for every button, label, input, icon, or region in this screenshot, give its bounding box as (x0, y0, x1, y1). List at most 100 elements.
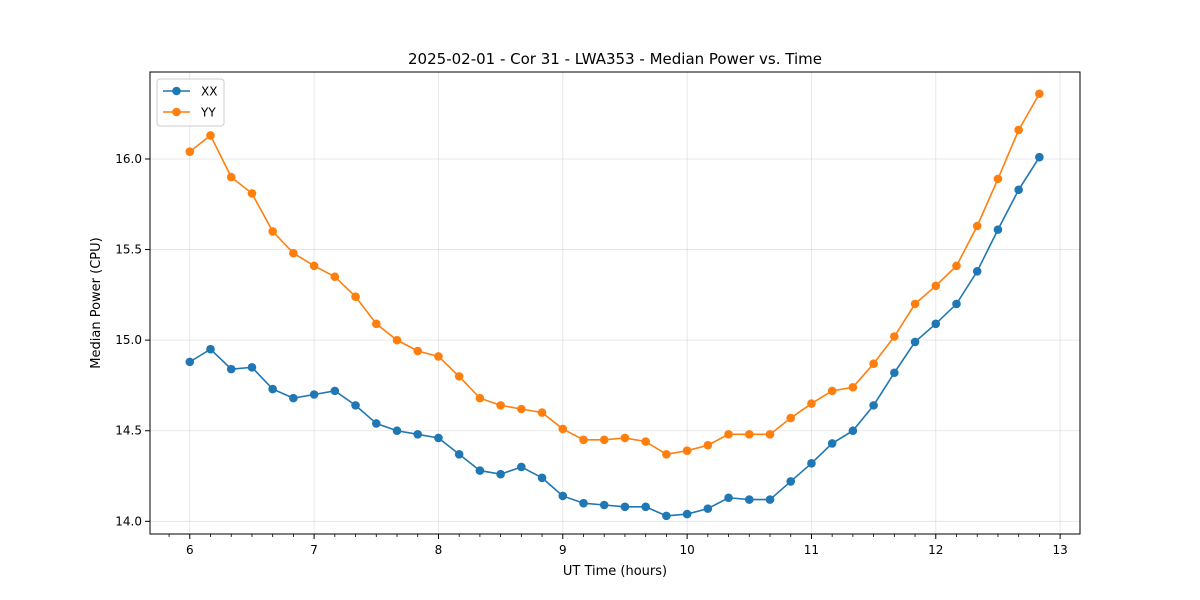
data-point-yy (413, 346, 423, 356)
legend-label-yy: YY (200, 106, 216, 120)
data-point-xx (703, 504, 713, 513)
x-axis-label: UT Time (hours) (563, 564, 667, 579)
data-point-xx (1035, 152, 1044, 162)
data-point-xx (682, 509, 692, 519)
data-point-yy (517, 404, 526, 414)
data-point-xx (972, 266, 982, 276)
data-point-yy (910, 299, 920, 309)
data-point-yy (1014, 125, 1023, 135)
data-point-xx (268, 384, 277, 394)
data-point-yy (434, 352, 443, 361)
data-point-yy (620, 433, 630, 443)
data-point-xx (807, 459, 816, 468)
data-point-xx (786, 477, 796, 486)
legend-marker-xx (172, 86, 181, 96)
y-tick-label: 15.0 (115, 333, 142, 347)
data-point-xx (641, 502, 650, 512)
data-point-xx (185, 357, 195, 367)
data-point-xx (392, 426, 402, 436)
data-point-xx (558, 491, 568, 501)
data-point-xx (993, 225, 1003, 234)
y-axis-label: Median Power (CPU) (89, 237, 104, 368)
data-point-xx (952, 299, 961, 309)
legend-label-xx: XX (201, 85, 217, 99)
data-point-xx (309, 390, 319, 399)
data-point-yy (475, 393, 485, 403)
data-point-yy (599, 435, 609, 445)
legend: XX YY (156, 78, 225, 127)
data-point-yy (890, 332, 899, 341)
data-point-yy (869, 359, 878, 368)
data-point-yy (724, 430, 733, 439)
data-point-xx (931, 319, 941, 329)
data-point-xx (454, 449, 464, 459)
data-point-xx (890, 368, 899, 378)
data-point-xx (724, 493, 733, 503)
data-point-yy (662, 449, 671, 459)
data-point-yy (972, 221, 982, 231)
y-tick-label: 14.5 (115, 424, 142, 438)
data-point-yy (289, 248, 298, 258)
data-point-yy (226, 172, 236, 182)
y-tick-label: 14.0 (115, 514, 142, 528)
data-point-yy (786, 413, 796, 423)
x-tick-label: 7 (310, 543, 318, 557)
data-point-yy (703, 440, 713, 450)
data-point-xx (537, 473, 547, 483)
data-point-xx (848, 426, 858, 436)
data-point-yy (744, 430, 754, 439)
data-point-yy (268, 227, 277, 236)
x-tick-label: 6 (186, 543, 194, 557)
data-point-yy (185, 147, 195, 157)
data-point-xx (869, 401, 878, 410)
x-tick-label: 9 (559, 543, 567, 557)
data-point-yy (371, 319, 381, 329)
data-point-yy (392, 335, 402, 345)
series (185, 89, 1044, 521)
legend-marker-yy (172, 107, 181, 117)
x-tick-label: 11 (804, 543, 819, 557)
data-point-xx (827, 439, 837, 448)
data-point-xx (226, 364, 236, 374)
data-point-xx (910, 337, 920, 347)
data-point-yy (206, 131, 215, 140)
data-point-yy (765, 430, 775, 439)
data-point-yy (579, 435, 588, 445)
data-point-xx (247, 363, 257, 372)
data-point-yy (807, 399, 816, 408)
data-point-xx (496, 469, 505, 479)
data-point-yy (682, 446, 692, 455)
data-point-xx (517, 462, 526, 472)
data-point-yy (931, 281, 941, 291)
data-point-xx (744, 495, 754, 504)
data-point-xx (765, 495, 775, 504)
data-point-yy (330, 272, 340, 282)
plot-frame (149, 71, 1081, 535)
grid (150, 72, 1080, 534)
x-tick-label: 13 (1052, 543, 1067, 557)
data-point-yy (993, 174, 1003, 184)
data-point-xx (620, 502, 630, 512)
data-point-xx (371, 419, 381, 428)
data-point-yy (309, 261, 319, 271)
data-point-yy (351, 292, 360, 301)
data-point-yy (454, 372, 464, 381)
data-point-yy (952, 261, 961, 271)
data-point-yy (1035, 89, 1044, 99)
x-tick-label: 8 (435, 543, 443, 557)
data-point-xx (475, 466, 485, 475)
x-tick-label: 10 (679, 543, 694, 557)
data-point-yy (496, 401, 505, 410)
data-point-yy (848, 382, 858, 392)
data-point-yy (827, 386, 837, 396)
axes: 6 7 8 9 10 11 12 13 14.0 14.5 15.0 15.5 16.0 (115, 152, 1067, 557)
data-point-xx (206, 344, 215, 354)
data-point-xx (1014, 185, 1023, 195)
chart-title: 2025-02-01 - Cor 31 - LWA353 - Median Po… (408, 50, 822, 68)
data-point-xx (599, 500, 609, 510)
y-tick-label: 15.5 (115, 243, 142, 257)
data-point-xx (351, 401, 360, 410)
data-point-xx (413, 430, 423, 439)
data-point-yy (537, 408, 547, 417)
